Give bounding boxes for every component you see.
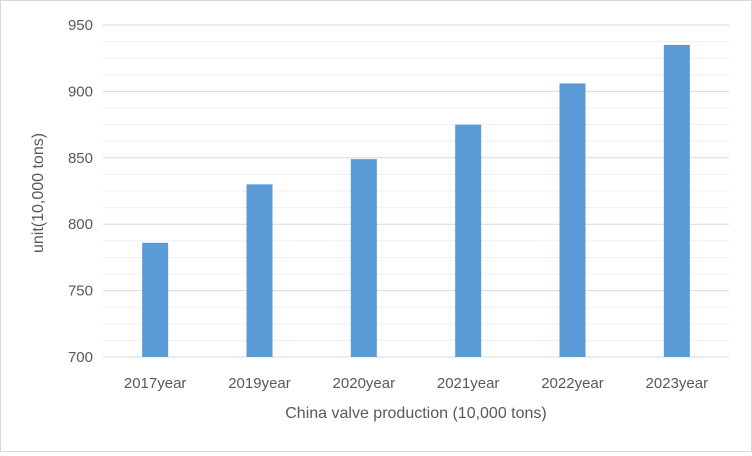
y-tick-label: 950 [68, 17, 93, 34]
x-tick-label: 2022year [541, 375, 604, 392]
bar-2020year [350, 159, 377, 357]
y-tick-label: 850 [68, 150, 93, 167]
grid-lines [103, 24, 729, 358]
y-tick-label: 800 [68, 216, 93, 233]
bar-2021year [455, 124, 482, 357]
x-axis-title: China valve production (10,000 tons) [285, 405, 547, 422]
bars [142, 44, 690, 358]
x-tick-label: 2017year [124, 375, 187, 392]
x-tick-label: 2019year [228, 375, 291, 392]
y-axis-title: unit(10,000 tons) [30, 133, 47, 253]
y-tick-label: 900 [68, 83, 93, 100]
bar-2017year [142, 242, 169, 357]
bar-2022year [559, 83, 586, 357]
bar-2023year [663, 44, 690, 358]
y-tick-label: 700 [68, 349, 93, 366]
x-tick-label: 2023year [646, 375, 709, 392]
y-tick-label: 750 [68, 283, 93, 300]
y-axis-ticks: 700 750 800 850 900 950 [68, 17, 93, 366]
x-tick-label: 2021year [437, 375, 500, 392]
bar-2019year [246, 184, 273, 357]
x-tick-label: 2020year [333, 375, 396, 392]
x-axis-ticks: 2017year 2019year 2020year 2021year 2022year… [124, 375, 708, 392]
